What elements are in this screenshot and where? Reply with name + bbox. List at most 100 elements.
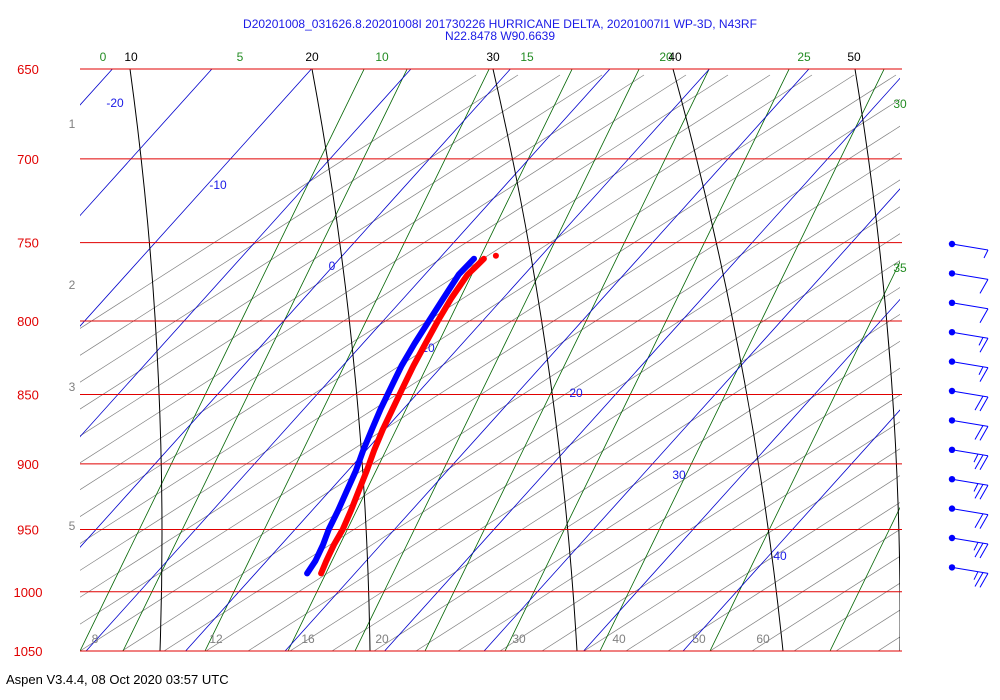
mixing-ratio-label: 15 xyxy=(520,50,534,64)
wind-barb-station xyxy=(948,417,956,424)
wind-barb-staff xyxy=(951,537,989,545)
bottom-label: 40 xyxy=(612,632,626,646)
wind-barb-staff xyxy=(951,243,989,251)
wind-barb-full xyxy=(979,543,989,559)
dry-adiabat-line xyxy=(499,394,900,651)
wind-barb-half xyxy=(973,483,979,492)
moist-adiabat-line xyxy=(129,69,163,651)
mixing-ratio-line xyxy=(709,260,900,651)
dry-adiabat-line xyxy=(205,206,900,651)
wind-barb-half xyxy=(978,366,984,375)
dry-adiabat-line xyxy=(709,528,900,651)
dry-adiabat-line xyxy=(163,179,900,651)
pressure-label: 800 xyxy=(17,314,39,329)
dry-adiabat-line xyxy=(80,74,561,383)
dry-adiabat-line xyxy=(80,74,813,544)
pressure-label: 850 xyxy=(17,388,39,403)
wind-barb-staff xyxy=(951,331,989,339)
wind-barb-staff xyxy=(951,508,989,516)
wind-barb-full xyxy=(974,542,984,558)
isotherm-label: -10 xyxy=(209,178,227,192)
mixing-ratio-line xyxy=(504,69,790,651)
wind-barb-full xyxy=(979,337,989,353)
mixing-ratio-label: 0 xyxy=(100,50,107,64)
isotherm-label: 30 xyxy=(672,468,686,482)
wind-barb-full xyxy=(979,484,989,500)
mixing-ratio-line xyxy=(354,69,640,651)
wind-barb-station xyxy=(948,505,956,512)
wind-barb-station xyxy=(948,270,956,277)
dry-adiabat-line xyxy=(121,152,900,651)
mixing-ratio-line xyxy=(829,506,900,651)
isotherm-line xyxy=(80,69,511,548)
wind-barb-full xyxy=(979,396,989,412)
dry-adiabat-line xyxy=(80,98,900,625)
wind-barb-half xyxy=(973,542,979,551)
mixing-ratio-line xyxy=(204,69,490,651)
wind-barb-staff xyxy=(951,302,989,310)
dry-adiabat-line xyxy=(80,74,687,464)
dry-adiabat-line xyxy=(835,609,900,651)
moist-adiabat-line xyxy=(672,69,784,651)
pressure-label: 950 xyxy=(17,523,39,538)
isotherm-line xyxy=(85,69,611,651)
mixing-ratio-label: 30 xyxy=(893,97,907,111)
wind-barb-full xyxy=(974,513,984,528)
bottom-label: 12 xyxy=(209,632,223,646)
dry-adiabat-line xyxy=(80,74,771,518)
mixing-ratio-label: 20 xyxy=(659,50,673,64)
dry-adiabat-line xyxy=(373,313,900,651)
wind-barb-full xyxy=(979,279,989,294)
bottom-label: 20 xyxy=(375,632,389,646)
wind-barb-full xyxy=(974,484,984,499)
isotherm-label: -20 xyxy=(106,96,124,110)
bottom-label: 50 xyxy=(692,632,706,646)
pressure-label: 650 xyxy=(17,62,39,77)
bottom-label: 60 xyxy=(756,632,770,646)
moist-adiabat-line xyxy=(492,69,578,651)
wind-barb-full xyxy=(979,573,989,588)
dry-adiabat-line xyxy=(583,448,900,651)
dry-adiabat-line xyxy=(457,367,900,651)
mixing-ratio-label: 35 xyxy=(893,261,907,275)
wind-barb-full xyxy=(974,572,984,587)
height-label: 2 xyxy=(69,278,76,292)
chart-title: D20201008_031626.8.20201008I 201730226 H… xyxy=(243,17,757,31)
height-label: 3 xyxy=(69,380,76,394)
moist-adiabat-line xyxy=(854,69,900,651)
isotherm-label: 20 xyxy=(569,386,583,400)
dry-adiabat-line xyxy=(247,233,900,651)
dry-adiabat-line xyxy=(80,125,900,651)
isotherm-label: 40 xyxy=(773,549,787,563)
isotherm-line xyxy=(185,69,710,651)
dry-adiabat-line xyxy=(877,636,900,651)
dry-adiabat-line xyxy=(289,260,900,651)
mixing-ratio-label: 5 xyxy=(237,50,244,64)
pressure-label: 1000 xyxy=(14,585,43,600)
chart-subtitle-location: N22.8478 W90.6639 xyxy=(444,29,556,43)
dry-adiabat-line xyxy=(962,75,1000,651)
height-label: 5 xyxy=(69,519,76,533)
dry-adiabat-line xyxy=(625,475,900,651)
bottom-label: 30 xyxy=(512,632,526,646)
wind-barb-full xyxy=(974,454,984,470)
isotherm-label: 0 xyxy=(329,259,336,273)
wind-barb-full xyxy=(979,514,989,529)
wind-barb-full xyxy=(979,367,989,382)
temperature-top-point xyxy=(492,252,499,259)
isotherm-line xyxy=(583,298,900,651)
wind-barb-full xyxy=(974,395,984,411)
mixing-ratio-label: 10 xyxy=(375,50,389,64)
isotherm-line xyxy=(80,69,412,438)
dry-adiabat-line xyxy=(80,74,645,437)
wind-barb-full xyxy=(979,308,989,324)
moist-adiabat-label: 10 xyxy=(124,50,138,64)
footer-version: Aspen V3.4.4, 08 Oct 2020 03:57 UTC xyxy=(6,672,229,687)
moist-adiabat-line xyxy=(311,69,371,651)
wind-barb-station xyxy=(948,358,956,365)
dry-adiabat-line xyxy=(541,421,900,651)
dry-adiabat-line xyxy=(80,74,897,598)
bottom-label: 16 xyxy=(301,632,315,646)
mixing-ratio-label: 25 xyxy=(797,50,811,64)
